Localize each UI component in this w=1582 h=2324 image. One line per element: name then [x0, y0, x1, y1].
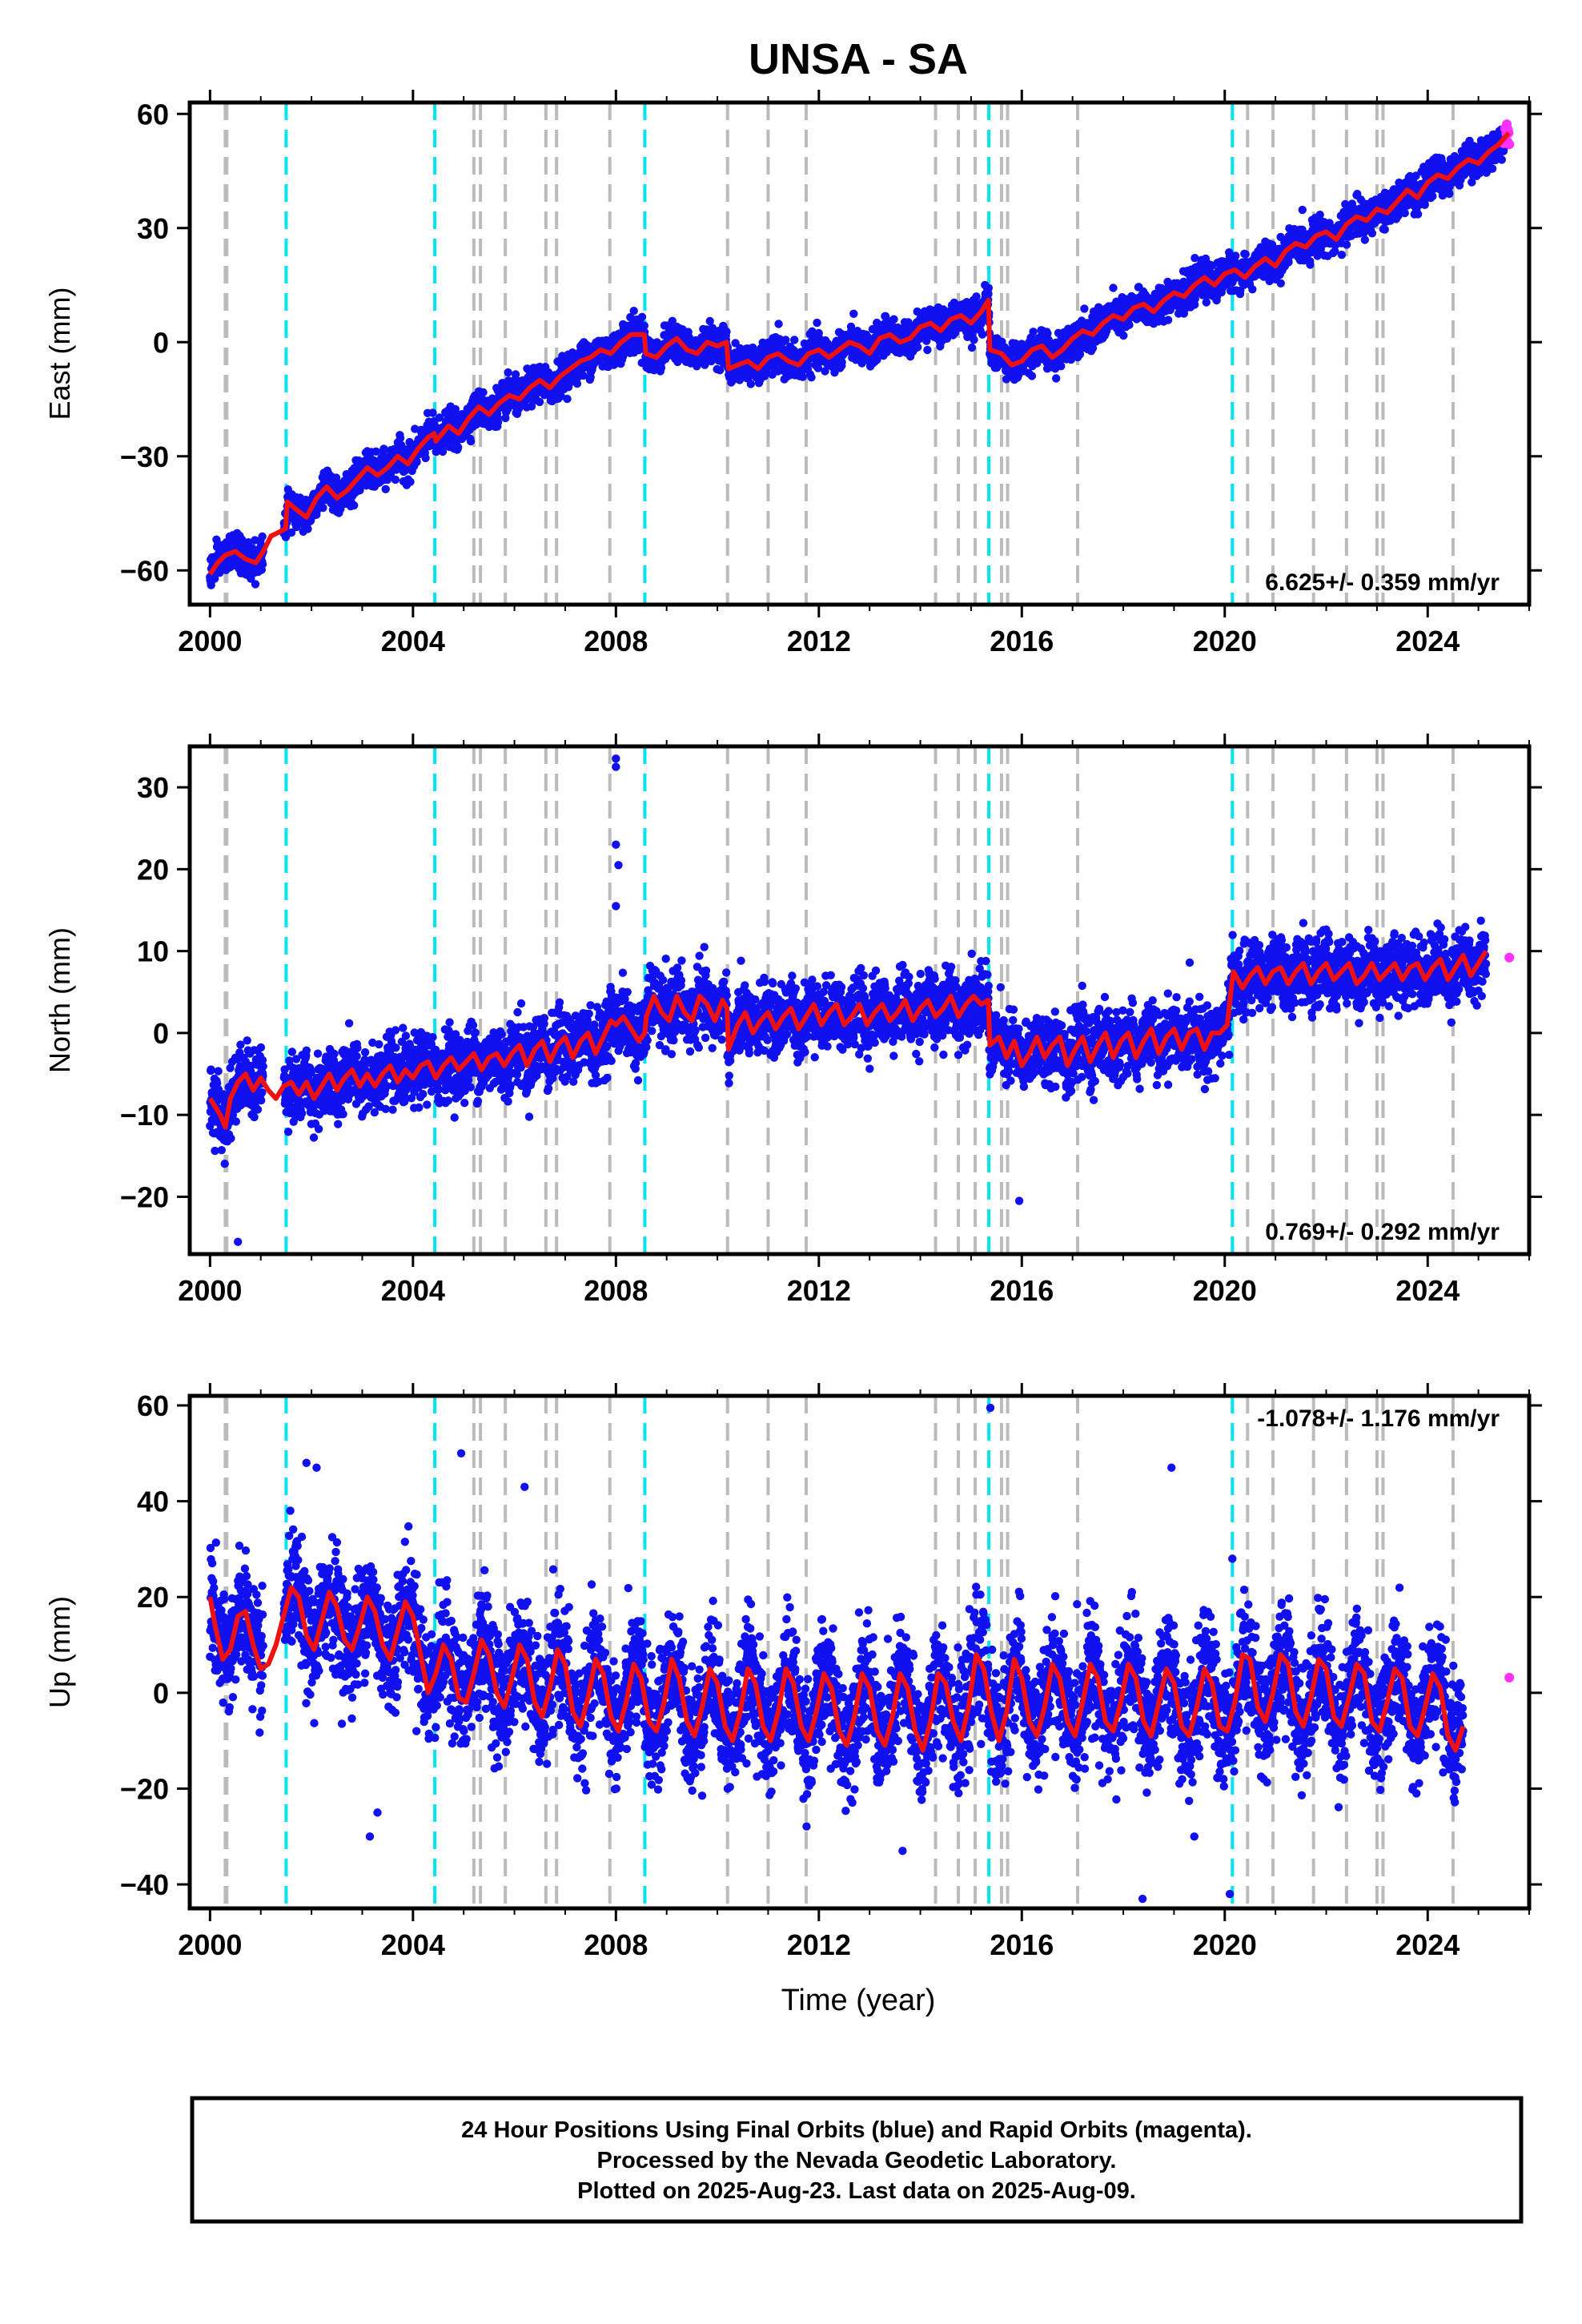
data-point — [479, 388, 488, 397]
data-point — [629, 307, 638, 316]
data-point — [1109, 283, 1118, 292]
data-point — [421, 453, 430, 463]
data-point — [668, 316, 677, 325]
data-point — [746, 380, 755, 388]
data-point — [967, 343, 977, 352]
data-point — [830, 368, 839, 377]
data-point — [781, 336, 790, 344]
data-point — [428, 408, 437, 417]
data-point — [238, 535, 247, 545]
data-point — [984, 289, 993, 299]
data-point — [950, 328, 960, 337]
data-point — [873, 356, 881, 364]
data-point — [435, 413, 444, 422]
data-point — [303, 525, 312, 533]
data-point — [391, 475, 400, 485]
data-point — [701, 360, 709, 369]
data-point — [379, 444, 388, 453]
data-point — [807, 373, 816, 382]
east-panel: 2000 2004 2008 2012 2016 2020 2024−60−3003060E… — [43, 90, 1542, 657]
data-point — [572, 379, 582, 388]
data-point — [693, 362, 701, 371]
data-point — [1202, 298, 1211, 307]
data-point — [336, 505, 345, 513]
plot-area — [206, 103, 1515, 605]
data-point — [251, 580, 260, 589]
data-point — [1057, 362, 1066, 371]
data-point — [454, 443, 463, 452]
data-point — [396, 433, 405, 443]
data-point — [790, 336, 799, 344]
data-point — [889, 315, 898, 324]
data-point — [511, 370, 520, 379]
data-point — [913, 343, 922, 352]
data-point — [1259, 268, 1269, 277]
data-point — [814, 328, 823, 338]
data-point — [466, 436, 476, 446]
data-point — [1298, 205, 1307, 215]
data-point — [1163, 316, 1173, 324]
data-point — [381, 485, 390, 493]
data-point — [406, 477, 415, 486]
data-point — [258, 560, 267, 569]
data-point — [705, 316, 714, 326]
data-point — [287, 528, 296, 537]
data-point — [1125, 320, 1134, 329]
data-point — [1284, 258, 1293, 267]
data-point — [798, 372, 807, 381]
data-point — [1241, 250, 1250, 259]
data-point — [258, 532, 267, 541]
data-point — [1080, 304, 1089, 313]
data-point — [1052, 374, 1061, 383]
data-point — [535, 397, 544, 407]
data-point — [412, 457, 421, 467]
chart-title: UNSA - SA — [749, 35, 968, 83]
data-point — [821, 367, 829, 376]
data-point — [371, 447, 380, 456]
data-point — [972, 292, 981, 301]
data-point — [722, 328, 731, 336]
data-point — [563, 394, 572, 404]
data-point — [1043, 329, 1052, 338]
data-point — [350, 501, 359, 510]
data-point — [319, 503, 327, 513]
data-point — [984, 283, 994, 292]
data-point — [774, 320, 783, 328]
data-point — [579, 371, 588, 380]
data-point — [716, 366, 725, 375]
data-point — [438, 447, 448, 456]
data-point — [640, 321, 648, 330]
data-point — [1029, 328, 1038, 336]
data-point — [813, 318, 821, 328]
data-point — [1119, 331, 1128, 340]
data-point — [637, 312, 647, 321]
data-point — [656, 364, 666, 372]
data-point — [970, 336, 978, 344]
data-point — [556, 392, 565, 400]
data-point — [1044, 336, 1053, 344]
data-point — [978, 330, 987, 339]
data-point — [849, 309, 858, 318]
data-point — [504, 368, 512, 377]
data-point — [813, 364, 823, 372]
data-point — [1027, 372, 1037, 380]
data-point — [1276, 279, 1286, 287]
data-point — [484, 422, 494, 432]
data-point — [1306, 260, 1315, 269]
data-point — [837, 358, 846, 367]
data-point — [1088, 344, 1098, 352]
data-point — [1002, 375, 1011, 384]
data-point — [1248, 285, 1257, 294]
data-point — [1231, 251, 1240, 260]
data-point — [923, 345, 932, 355]
data-point — [493, 418, 503, 427]
data-point — [1191, 254, 1199, 263]
data-point — [1298, 225, 1307, 234]
